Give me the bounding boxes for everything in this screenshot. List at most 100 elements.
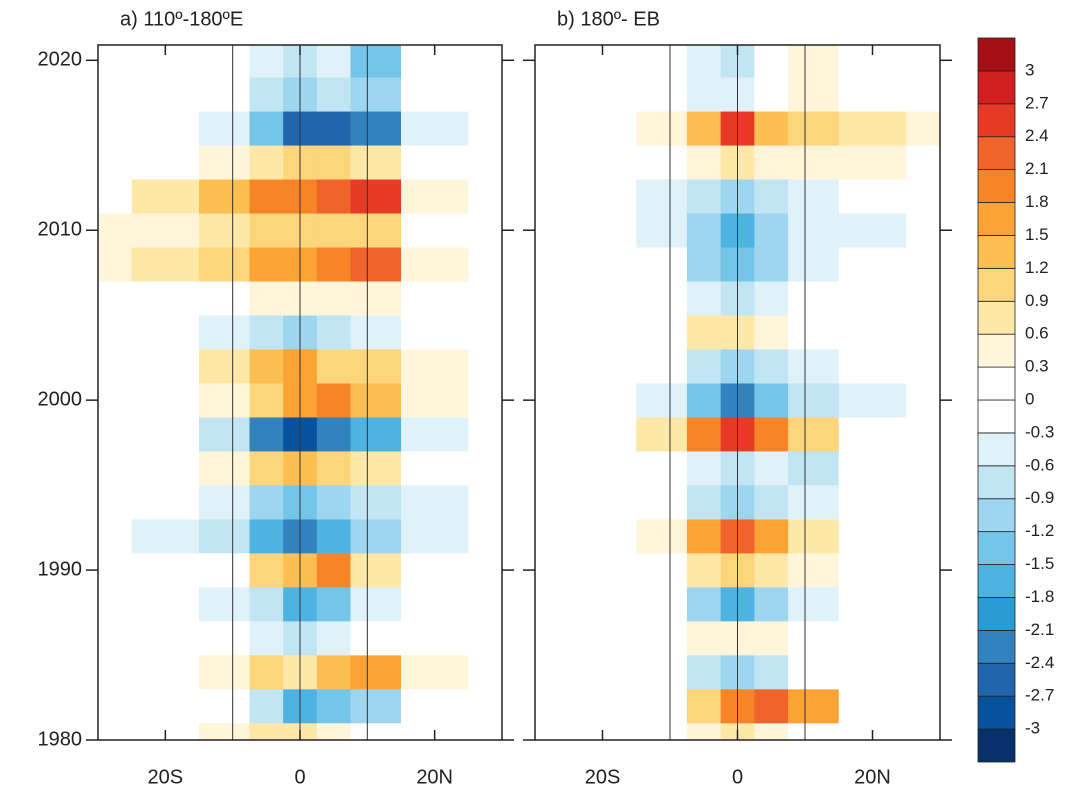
heat-cell [788,655,840,690]
heat-cell [754,689,789,724]
colorbar-box [977,597,1016,631]
heat-cell [788,315,840,350]
x-tick-label: 20N [416,766,453,788]
heat-cell [350,179,402,214]
heat-cell [906,417,941,452]
heat-cell [350,553,402,588]
heat-cell [249,247,284,282]
heat-cell [316,689,351,724]
heat-cell [199,621,250,656]
heat-cell [316,723,351,741]
heat-cell [468,519,503,554]
heat-cell [838,553,907,588]
heat-cell [754,451,789,486]
heat-cell [568,77,637,112]
heat-cell [754,349,789,384]
heat-cell [468,111,503,146]
heat-cell [535,519,570,554]
heat-cell [788,553,840,588]
heat-cell [838,315,907,350]
heat-cell [686,553,721,588]
heat-cell [535,45,570,78]
heat-cell [199,587,250,622]
heat-cell [686,247,721,282]
heat-cell [838,349,907,384]
heat-cell [754,655,789,690]
heat-cell [636,247,688,282]
heat-cell [906,723,941,741]
heat-cell [535,247,570,282]
heat-cell [535,723,570,741]
heat-cell [350,45,402,78]
heat-cell [316,519,351,554]
heat-cell [686,213,721,248]
heat-cell [316,621,351,656]
heat-cell [906,315,941,350]
heat-cell [568,519,637,554]
heat-cell [906,689,941,724]
heat-cell [249,621,284,656]
heat-cell [199,315,250,350]
colorbar-box [977,70,1016,105]
heat-cell [568,587,637,622]
heat-cell [98,315,132,350]
heat-cell [906,45,941,78]
heat-cell [568,689,637,724]
heat-cell [568,213,637,248]
x-tick-label: 0 [732,766,743,788]
heat-cell [906,213,941,248]
heat-cell [131,247,200,282]
heat-cell [754,111,789,146]
heat-cell [535,587,570,622]
heat-cell [906,655,941,690]
heat-cell [316,383,351,418]
heat-cell [754,587,789,622]
heat-cell [249,349,284,384]
heat-cell [199,553,250,588]
heat-cell [838,587,907,622]
heat-cell [535,553,570,588]
heat-cell [754,485,789,520]
heat-cell [98,417,132,452]
colorbar-box [977,399,1016,434]
heat-cell [98,145,132,180]
heat-cell [98,281,132,316]
heat-cell [636,281,688,316]
heat-cell [316,451,351,486]
heat-cell [468,689,503,724]
heat-cell [350,247,402,282]
heat-cell [249,451,284,486]
heat-cell [838,689,907,724]
heat-cell [98,655,132,690]
heat-cell [535,213,570,248]
colorbar-label: 0.3 [1025,357,1049,376]
heat-cell [468,145,503,180]
heat-cell [249,485,284,520]
heat-cell [131,621,200,656]
heat-cell [838,145,907,180]
y-tick-label: 2020 [38,49,83,71]
heat-cell [131,77,200,112]
heat-cell [401,77,469,112]
colorbar-label: -3 [1025,719,1040,738]
heat-cell [686,383,721,418]
heat-cell [468,315,503,350]
heat-cell [788,723,840,741]
colorbar-box [977,333,1016,368]
heat-cell [249,315,284,350]
heat-cell [535,383,570,418]
heat-cell [686,587,721,622]
heat-cell [686,485,721,520]
colorbar-label: -1.2 [1025,521,1054,540]
colorbar-label: 2.1 [1025,159,1049,178]
colorbar-label: 0.9 [1025,291,1049,310]
colorbar-label: -1.5 [1025,554,1054,573]
heat-cell [401,655,469,690]
heat-cell [535,689,570,724]
heat-cell [316,77,351,112]
heat-cell [535,655,570,690]
colorbar-label: 3 [1025,60,1034,79]
heat-cell [906,587,941,622]
heat-cell [199,723,250,741]
heat-cell [906,77,941,112]
